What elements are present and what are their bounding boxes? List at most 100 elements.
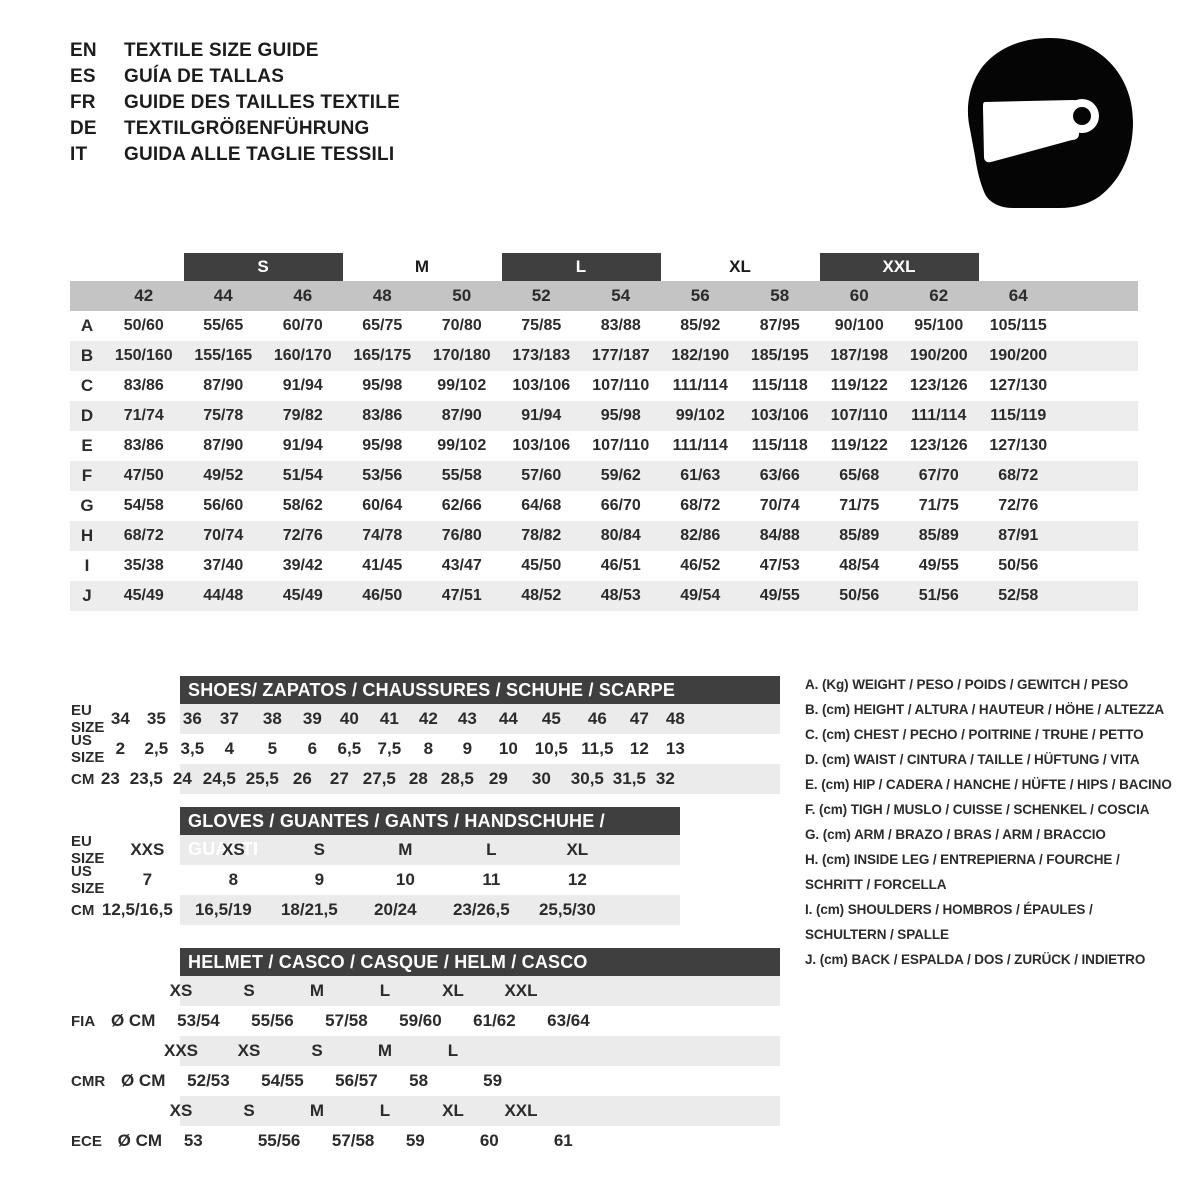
numeric-size-header-row: 42 44 46 48 50 52 54 56 58 60 62 64 <box>70 281 1138 311</box>
helmet-cell: 54/55 <box>261 1071 304 1090</box>
gloves-section: GLOVES / GUANTES / GANTS / HANDSCHUHE / … <box>71 807 680 925</box>
table-cell: 187/198 <box>830 347 889 364</box>
row-label: D <box>80 406 94 425</box>
gloves-cell: 20/24 <box>374 900 417 919</box>
table-cell: 83/86 <box>123 377 164 394</box>
title-row: ES GUÍA DE TALLAS <box>70 66 400 92</box>
table-cell: 49/55 <box>918 557 959 574</box>
table-cell: 67/70 <box>918 467 959 484</box>
helmet-cell: 56/57 <box>335 1071 378 1090</box>
helmet-size-label: S <box>311 1041 323 1060</box>
shoes-cell: 48 <box>665 709 685 728</box>
helmet-standard-label: CMR <box>71 1072 106 1090</box>
table-cell: 103/106 <box>750 407 809 424</box>
table-cell: 127/130 <box>989 437 1048 454</box>
table-cell: 47/51 <box>441 587 482 604</box>
table-cell: 111/114 <box>911 407 967 424</box>
table-cell: 95/98 <box>362 437 403 454</box>
table-cell: 65/75 <box>362 317 403 334</box>
table-cell: 127/130 <box>989 377 1048 394</box>
table-cell: 99/102 <box>675 407 725 424</box>
shoes-cell: 10,5 <box>534 739 568 758</box>
shoes-cell: 25,5 <box>245 769 279 788</box>
numeric-size-header: 52 <box>531 286 551 305</box>
table-cell: 48/54 <box>839 557 880 574</box>
gloves-cell: M <box>398 840 413 859</box>
table-cell: 70/80 <box>441 317 482 334</box>
table-cell: 83/86 <box>362 407 403 424</box>
title-text: TEXTILGRÖßENFÜHRUNG <box>124 118 370 139</box>
shoes-cell: 37 <box>219 709 239 728</box>
table-cell: 82/86 <box>680 527 721 544</box>
shoes-cell: 31,5 <box>612 769 646 788</box>
table-cell: 62/66 <box>441 497 482 514</box>
table-cell: 43/47 <box>441 557 482 574</box>
shoes-cell: 12 <box>629 739 649 758</box>
shoes-section: SHOES/ ZAPATOS / CHAUSSURES / SCHUHE / S… <box>71 676 780 794</box>
title-text: TEXTILE SIZE GUIDE <box>124 40 319 61</box>
table-cell: 49/55 <box>759 587 800 604</box>
shoes-cell: 36 <box>182 709 202 728</box>
table-cell: 95/98 <box>600 407 641 424</box>
row-label: EU SIZE <box>71 702 105 736</box>
table-cell: 80/84 <box>600 527 641 544</box>
table-cell: 55/58 <box>441 467 482 484</box>
table-cell: 68/72 <box>680 497 721 514</box>
shoes-cell: 2 <box>115 739 126 758</box>
shoes-cell: 10 <box>498 739 518 758</box>
size-band-s: S <box>183 253 343 281</box>
shoes-cell: 39 <box>302 709 322 728</box>
gloves-cell: 9 <box>314 870 325 889</box>
table-cell: 123/126 <box>909 437 968 454</box>
table-cell: 64/68 <box>521 497 562 514</box>
table-cell: 107/110 <box>592 377 650 394</box>
row-label: EU SIZE <box>71 833 105 867</box>
gloves-cell: L <box>486 840 497 859</box>
helmet-size-label: XL <box>442 1101 464 1120</box>
helmet-body: XS S M L XL XXL FIA Ø CM 53/54 55/56 57/58 59/60 61/… <box>71 976 780 1156</box>
row-label: CM <box>71 770 95 788</box>
main-table-body: A 50/60 55/65 60/70 65/75 70/80 75/85 83/88 85/9… <box>70 311 1138 611</box>
table-row: B 150/160 155/165 160/170 165/175 170/180 173/… <box>70 341 1138 371</box>
table-cell: 54/58 <box>123 497 164 514</box>
shoes-cell: 28,5 <box>440 769 474 788</box>
helmet-value-row: ECE Ø CM 53 55/56 57/58 59 60 61 <box>71 1126 780 1156</box>
table-cell: 105/115 <box>989 317 1047 334</box>
numeric-size-header: 46 <box>293 286 313 305</box>
gloves-cell: 12,5/16,5 <box>101 900 173 919</box>
table-cell: 76/80 <box>441 527 482 544</box>
table-cell: 123/126 <box>909 377 968 394</box>
table-cell: 155/165 <box>194 347 253 364</box>
row-label: E <box>81 436 93 455</box>
table-cell: 61/63 <box>680 467 721 484</box>
size-band-xl: XL <box>729 257 751 276</box>
shoes-cell: 5 <box>267 739 278 758</box>
table-cell: 87/95 <box>759 317 800 334</box>
table-cell: 95/100 <box>914 317 964 334</box>
numeric-size-header: 48 <box>372 286 392 305</box>
table-cell: 87/91 <box>998 527 1039 544</box>
title-row: IT GUIDA ALLE TAGLIE TESSILI <box>70 144 400 170</box>
shoes-cell: 11,5 <box>581 739 614 758</box>
gloves-cell: 11 <box>482 870 501 889</box>
shoes-cell: 29 <box>488 769 508 788</box>
helmet-size-label: L <box>379 1101 391 1120</box>
legend-line: G. (cm) ARM / BRAZO / BRAS / ARM / BRACC… <box>805 827 1106 842</box>
table-cell: 119/122 <box>830 437 888 454</box>
table-cell: 39/42 <box>282 557 323 574</box>
table-cell: 35/38 <box>123 557 164 574</box>
shoes-row: EU SIZE 34 35 36 37 38 39 40 41 42 43 44 45 46 47 48 <box>71 702 780 736</box>
size-band-l: L <box>501 253 661 281</box>
helmet-cell: 61/62 <box>473 1011 516 1030</box>
shoes-cell: 46 <box>587 709 607 728</box>
table-cell: 107/110 <box>592 437 650 454</box>
table-row: H 68/72 70/74 72/76 74/78 76/80 78/82 80/84 82/8… <box>70 521 1138 551</box>
table-cell: 50/56 <box>998 557 1039 574</box>
helmet-cell: 53 <box>183 1131 203 1150</box>
helmet-heading: HELMET / CASCO / CASQUE / HELM / CASCO <box>180 948 780 976</box>
row-label: US SIZE <box>71 863 105 897</box>
shoes-cell: 43 <box>457 709 477 728</box>
table-cell: 103/106 <box>512 437 571 454</box>
helmet-value-row: CMR Ø CM 52/53 54/55 56/57 58 59 <box>71 1066 780 1096</box>
numeric-size-header: 42 <box>134 286 154 305</box>
